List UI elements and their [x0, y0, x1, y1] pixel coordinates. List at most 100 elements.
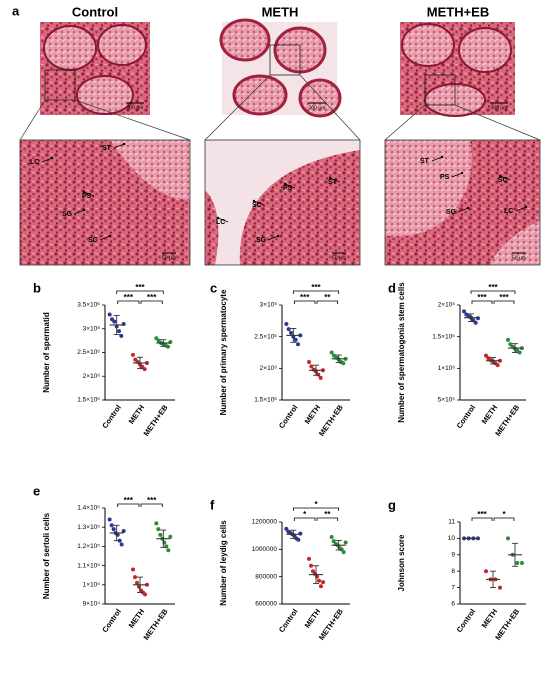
cell-label: LC	[30, 159, 39, 166]
y-tick-label: 6	[451, 601, 455, 608]
data-point	[309, 563, 313, 568]
scale-bar-label: 300 µm	[127, 105, 144, 111]
dot-plot: f 600000 800000 1000000 1200000 Number of ley…	[210, 497, 350, 642]
y-tick-label: 600000	[255, 601, 277, 608]
y-tick-label: 5×10⁵	[438, 397, 456, 404]
x-tick-label: Control	[277, 607, 300, 634]
arrow	[217, 217, 229, 223]
zoom-lines	[19, 74, 541, 141]
micrograph-detail	[19, 139, 191, 266]
y-axis-label: Number of primary spermatocyte	[219, 289, 228, 415]
cell-label: SG	[256, 237, 267, 244]
significance-bar	[471, 517, 493, 521]
significance-bar	[117, 503, 140, 507]
scale-bar-label: 50 µm	[512, 255, 526, 261]
y-tick-label: 10	[448, 535, 456, 542]
significance-label: ***	[124, 293, 134, 302]
significance-bar	[293, 300, 316, 304]
significance-bar	[316, 300, 339, 304]
data-point	[484, 353, 488, 358]
cell-label: LC	[216, 219, 225, 226]
significance-label: **	[324, 293, 331, 302]
arrow-head	[460, 171, 464, 175]
dot-plot: b 1.5×10⁶ 2×10⁶ 2.5×10⁶ 3×10⁶ 3.5×10⁶ Number o…	[33, 280, 175, 438]
y-tick-label: 1×10⁶	[438, 365, 456, 372]
y-tick-label: 2×10⁶	[260, 365, 278, 372]
micrograph-detail	[384, 139, 541, 266]
y-tick-label: 2×10⁶	[438, 302, 456, 309]
x-tick-label: METH+EB	[142, 403, 170, 438]
significance-label: ***	[477, 510, 487, 519]
y-tick-label: 1200000	[252, 519, 278, 526]
y-tick-label: 2.5×10⁶	[77, 349, 100, 356]
data-point	[476, 316, 480, 321]
significance-label: ***	[499, 293, 509, 302]
data-point	[135, 580, 139, 585]
significance-bar	[471, 300, 493, 304]
arrow-head	[82, 190, 86, 194]
significance-bar	[292, 290, 340, 294]
x-tick-label: Control	[277, 403, 300, 430]
significance-label: ***	[147, 496, 157, 505]
significance-bar	[293, 517, 316, 521]
y-tick-label: 1.3×10⁵	[77, 524, 100, 531]
y-axis-label: Johnson score	[397, 534, 406, 591]
data-point	[121, 529, 126, 534]
cell-label: PS	[283, 185, 293, 192]
data-point	[119, 542, 124, 547]
arrow	[113, 143, 125, 149]
arrow	[73, 209, 85, 215]
data-point	[142, 367, 147, 372]
arrow	[431, 156, 443, 162]
data-point	[506, 337, 510, 342]
scale-bar-label: 50 µm	[162, 255, 176, 261]
data-point	[109, 523, 114, 528]
data-point	[284, 322, 289, 326]
significance-bar	[316, 517, 339, 521]
y-axis-label: Number of sertoli cells	[42, 512, 51, 599]
x-tick-label: METH	[480, 403, 500, 426]
y-tick-label: 3×10⁶	[260, 302, 278, 309]
dot-plot: d 5×10⁵ 1×10⁶ 1.5×10⁶ 2×10⁶ Number of spermat…	[388, 280, 526, 438]
significance-bar	[292, 507, 340, 511]
y-tick-label: 8	[451, 568, 455, 575]
significance-bar	[493, 517, 515, 521]
data-point	[117, 329, 121, 334]
significance-label: ***	[477, 293, 487, 302]
arrow	[457, 207, 469, 213]
arrow-head	[466, 206, 470, 210]
data-point	[284, 526, 289, 531]
x-tick-label: Control	[100, 403, 123, 430]
arrow-head	[252, 199, 256, 203]
y-tick-label: 2.5×10⁶	[254, 333, 277, 340]
significance-bar	[116, 290, 164, 294]
data-point	[495, 363, 500, 368]
x-tick-label: Control	[100, 607, 123, 634]
scale-bar-label: 300 µm	[491, 105, 508, 111]
data-point	[156, 527, 161, 532]
cell-label: SG	[446, 209, 457, 216]
y-axis-label: Number of spermatogonia stem cells	[397, 282, 406, 423]
data-point	[520, 561, 524, 565]
panel-label: e	[33, 483, 40, 498]
arrow	[83, 191, 95, 197]
column-title: METH	[262, 4, 299, 19]
data-point	[343, 540, 348, 545]
significance-label: ***	[488, 283, 498, 292]
significance-label: **	[324, 510, 331, 519]
arrow-head	[283, 182, 287, 186]
data-point	[309, 364, 314, 369]
data-point	[111, 527, 116, 532]
data-point	[515, 561, 520, 565]
data-point	[321, 580, 325, 585]
y-tick-label: 800000	[255, 573, 277, 580]
data-point	[473, 320, 478, 325]
data-point	[133, 575, 137, 580]
data-point	[131, 567, 135, 572]
data-point	[298, 531, 303, 536]
data-point	[296, 537, 301, 542]
panel-label: d	[388, 280, 396, 295]
x-tick-label: METH	[303, 403, 323, 426]
cell-label: SC	[252, 202, 262, 209]
arrow	[329, 177, 341, 183]
